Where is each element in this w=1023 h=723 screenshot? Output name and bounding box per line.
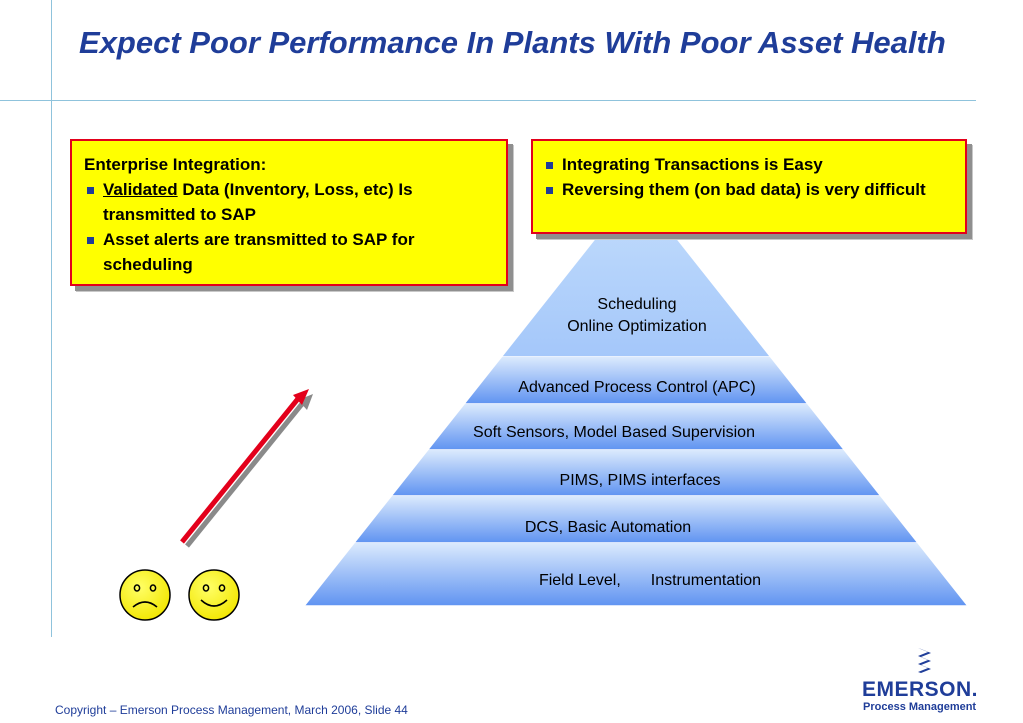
slide-title: Expect Poor Performance In Plants With P… <box>79 25 946 60</box>
emerson-symbol-icon <box>918 648 931 673</box>
pyramid-tier-label: Field Level, Instrumentation <box>500 570 800 592</box>
tier-label-line: Online Optimization <box>567 318 707 335</box>
square-bullet-icon <box>546 187 553 194</box>
square-bullet-icon <box>546 162 553 169</box>
square-bullet-icon <box>87 237 94 244</box>
callout-bullet-list: Integrating Transactions is Easy Reversi… <box>543 152 955 202</box>
horizontal-guide-line <box>0 100 976 101</box>
callout-heading: Enterprise Integration: <box>84 155 267 174</box>
pyramid-tier <box>392 450 880 496</box>
underlined-word: Validated <box>103 180 178 199</box>
vertical-guide-line <box>51 0 52 637</box>
happy-face-icon <box>188 569 240 621</box>
pyramid-tier-label: Scheduling Online Optimization <box>537 294 737 338</box>
logo-subtitle: Process Management <box>863 701 977 713</box>
bullet-text: Integrating Transactions is Easy <box>562 155 823 174</box>
list-item: Integrating Transactions is Easy <box>543 152 955 177</box>
pyramid-tier <box>428 404 844 450</box>
pyramid-tier <box>464 357 808 404</box>
callout-bullet-list: Validated Data (Inventory, Loss, etc) Is… <box>84 177 494 277</box>
pyramid-tier-label: Soft Sensors, Model Based Supervision <box>473 424 755 441</box>
bullet-text: Data (Inventory, Loss, etc) Is transmitt… <box>103 180 413 224</box>
pyramid-tier <box>305 543 967 606</box>
pyramid-tier-label: PIMS, PIMS interfaces <box>559 472 721 489</box>
sad-face-icon <box>119 569 171 621</box>
pyramid-tier <box>502 188 770 357</box>
bullet-text: Asset alerts are transmitted to SAP for … <box>103 230 415 274</box>
tier-label-line: Scheduling <box>597 296 677 313</box>
emerson-logo: EMERSON. Process Management <box>858 646 998 716</box>
logo-wordmark: EMERSON. <box>862 678 979 701</box>
list-item: Reversing them (on bad data) is very dif… <box>543 177 955 202</box>
square-bullet-icon <box>87 187 94 194</box>
tier-label-part: Field Level, <box>538 572 621 589</box>
bullet-text: Reversing them (on bad data) is very dif… <box>562 180 926 199</box>
list-item: Validated Data (Inventory, Loss, etc) Is… <box>84 177 494 227</box>
tier-label-part: Instrumentation <box>650 572 762 589</box>
pyramid-tier <box>354 496 918 543</box>
pyramid-tier-label: DCS, Basic Automation <box>524 519 692 536</box>
slide-footer: Copyright – Emerson Process Management, … <box>55 703 408 717</box>
list-item: Asset alerts are transmitted to SAP for … <box>84 227 494 277</box>
pyramid-tier-label: Advanced Process Control (APC) <box>518 379 756 396</box>
improvement-arrow-icon <box>180 389 313 548</box>
callout-transactions: Integrating Transactions is Easy Reversi… <box>531 139 967 234</box>
callout-enterprise-integration: Enterprise Integration: Validated Data (… <box>70 139 508 286</box>
